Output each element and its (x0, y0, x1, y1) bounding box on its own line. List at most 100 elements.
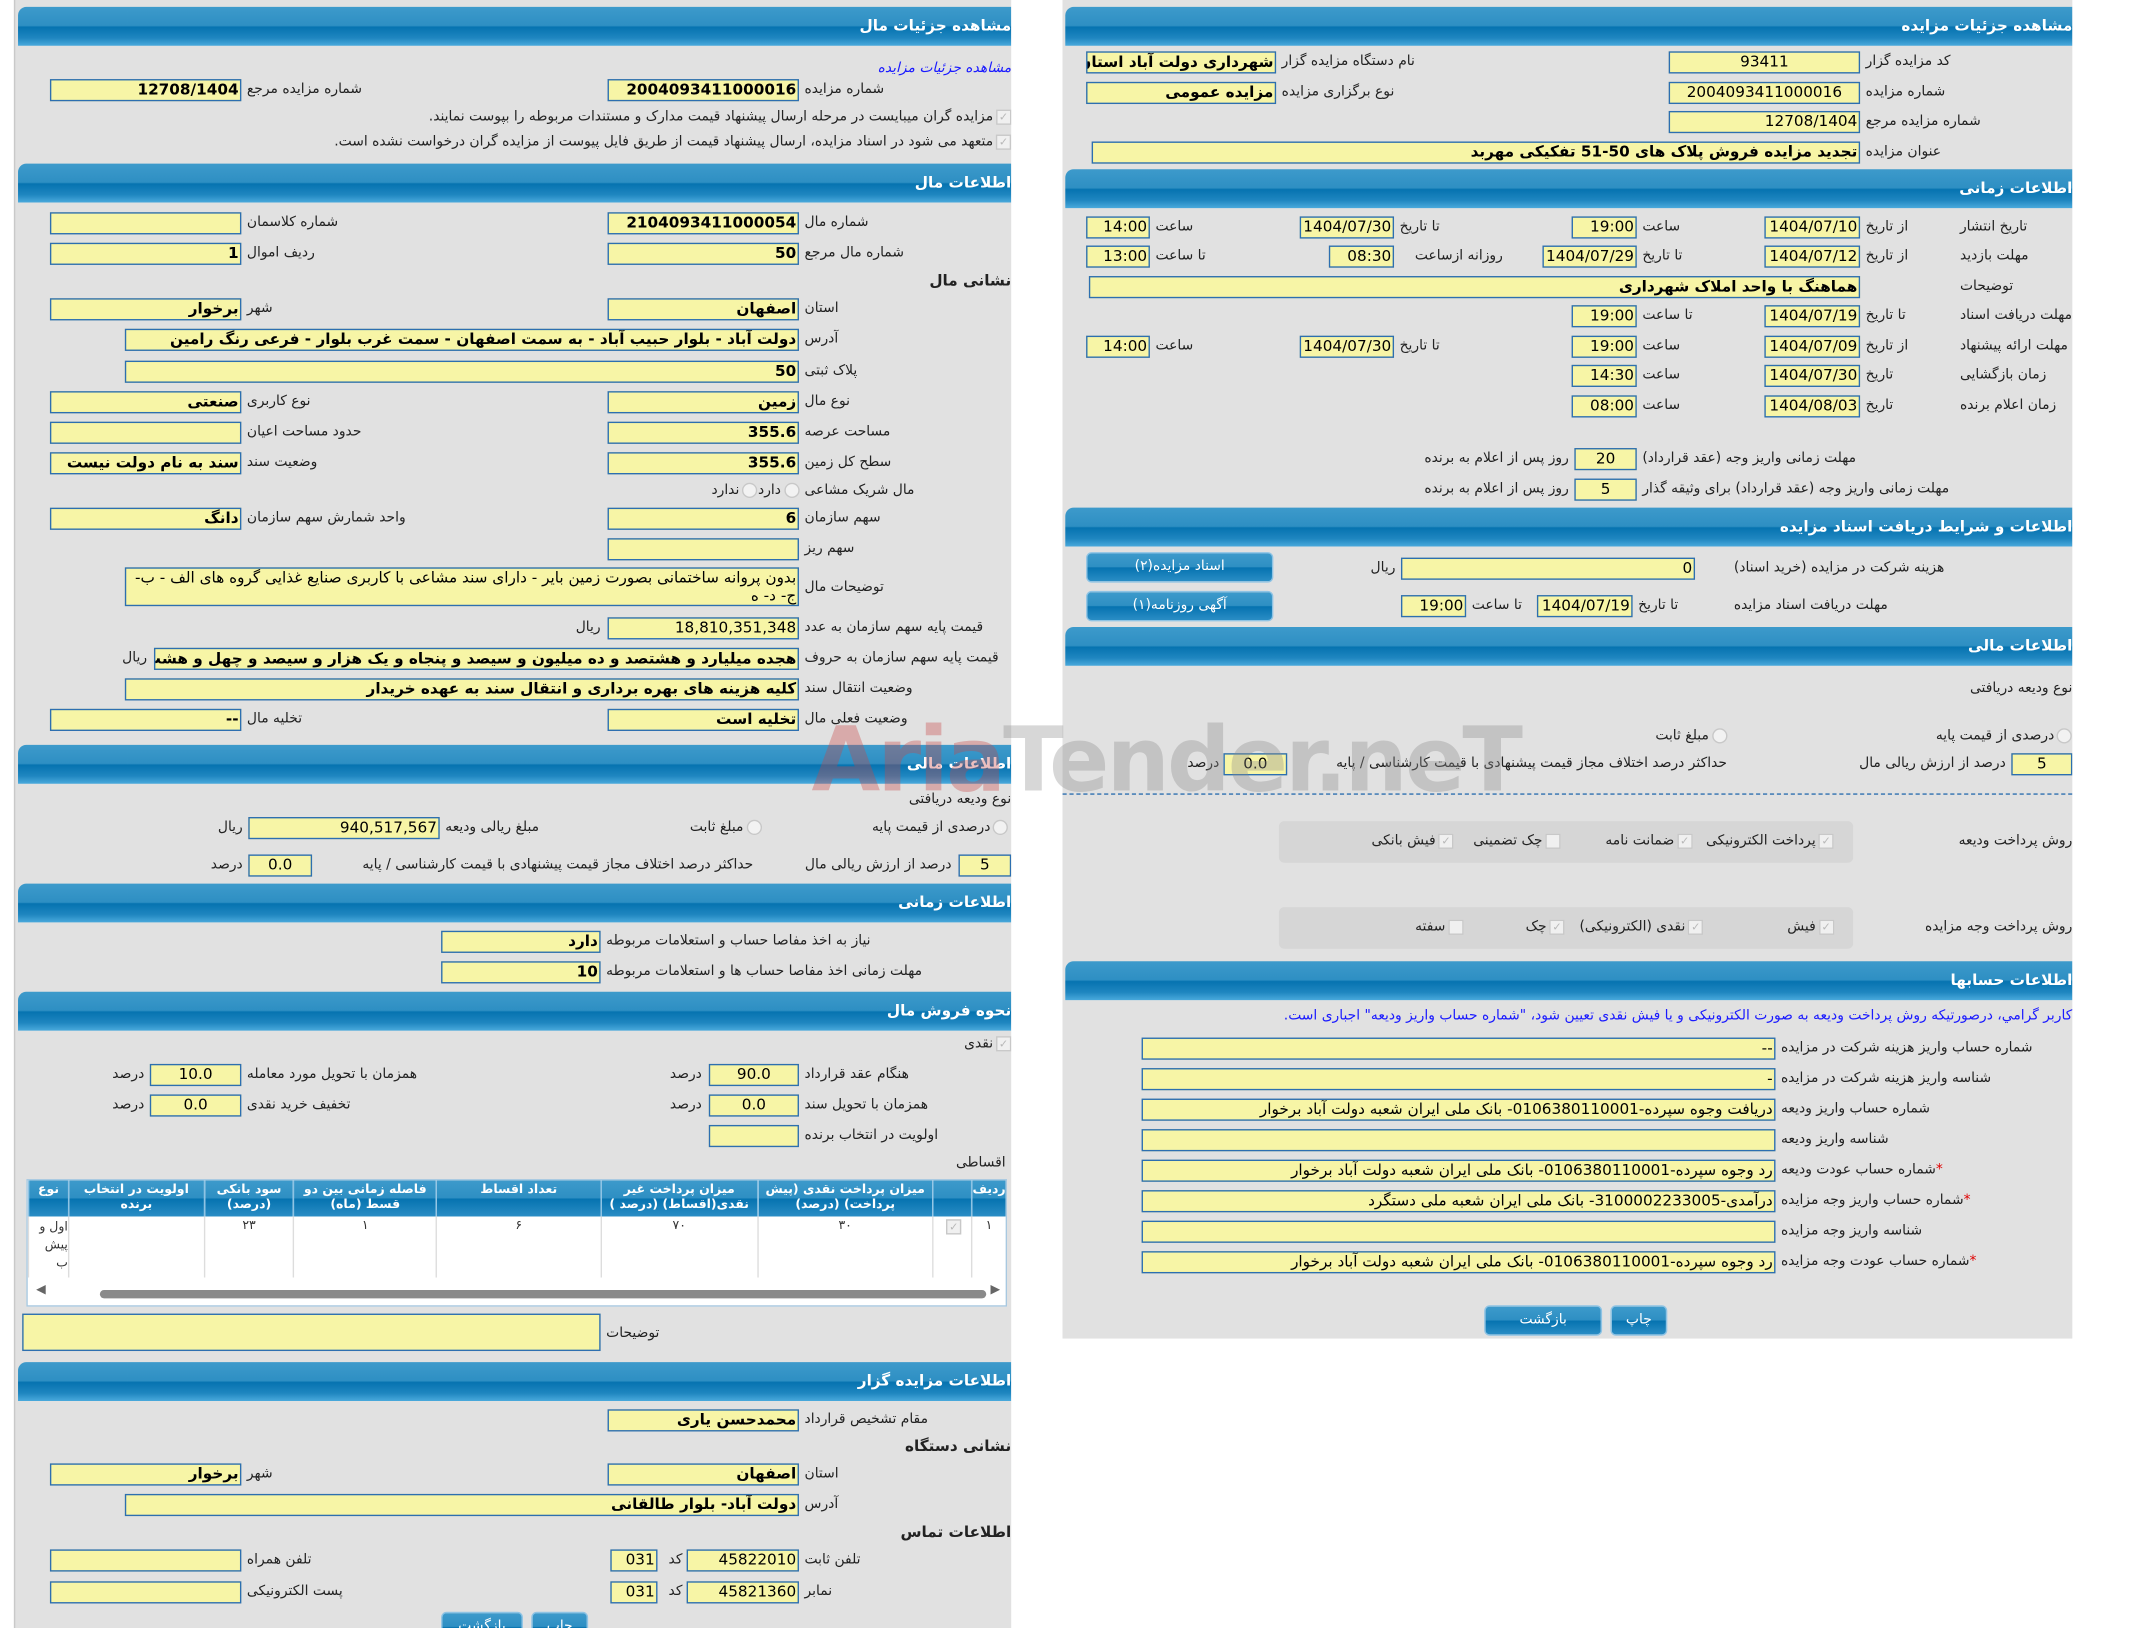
account-field[interactable]: -- (1141, 1037, 1776, 1060)
doc-deadline-date-field[interactable]: 1404/07/19 (1536, 595, 1633, 618)
visit-to-field[interactable]: 1404/07/29 (1542, 245, 1637, 268)
at-deed-field[interactable]: 0.0 (708, 1094, 799, 1117)
row-no-field[interactable]: 1 (49, 242, 242, 265)
auction-documents-button[interactable]: اسناد مزایده(۲) (1086, 552, 1274, 583)
back-button[interactable]: بازگشت (1484, 1305, 1603, 1336)
opening-date-field[interactable]: 1404/07/30 (1764, 364, 1861, 388)
auction-details-link[interactable]: مشاهده جزئیات مزایده (877, 61, 1012, 77)
asset-type-field[interactable]: زمین (607, 391, 799, 414)
ref-auction-no-field[interactable]: 12708/1404 (49, 79, 242, 102)
doc-deadline-time-field[interactable]: 19:00 (1400, 595, 1467, 618)
deposit-fixed-radio[interactable]: مبلغ ثابت (1655, 725, 1727, 747)
building-area-field[interactable] (49, 421, 242, 444)
payment-method-checkbox[interactable]: ✓چک (1526, 917, 1565, 939)
payment-method-checkbox[interactable]: ✓فیش (1787, 917, 1834, 939)
print-button[interactable]: چاپ (1610, 1305, 1668, 1336)
deposit-method-checkbox[interactable]: ✓فیش بانکی (1372, 831, 1454, 853)
account-field[interactable]: دریافت وجوه سپرده-0106380110001- بانک مل… (1141, 1098, 1776, 1121)
radio-icon[interactable] (2057, 727, 2073, 743)
radio-icon[interactable] (742, 482, 758, 498)
clearance-needed-field[interactable]: دارد (441, 930, 601, 953)
total-land-area-field[interactable]: 355.6 (607, 452, 799, 475)
deed-status-field[interactable]: سند به نام دولت نیست (49, 452, 242, 475)
cash-checkbox[interactable]: ✓نقدی (964, 1033, 1012, 1055)
clearance-deadline-field[interactable]: 10 (441, 961, 601, 984)
checkbox-checked-icon[interactable]: ✓ (1688, 918, 1704, 935)
fax-code-field[interactable]: 031 (610, 1581, 658, 1604)
partner-no-radio[interactable]: ندارد (711, 480, 758, 502)
account-field[interactable]: رد وجوه سپرده-0106380110001- بانک ملی ای… (1141, 1159, 1776, 1182)
auctioneer-province-field[interactable]: اصفهان (607, 1463, 799, 1486)
province-field[interactable]: اصفهان (607, 298, 799, 321)
visit-daily-from-field[interactable]: 08:30 (1328, 245, 1395, 268)
offer-from-field[interactable]: 1404/07/09 (1764, 335, 1861, 358)
base-price-words-field[interactable]: هجده میلیارد و هشتصد و ده میلیون و سیصد … (153, 647, 799, 670)
offer-from-time-field[interactable]: 19:00 (1571, 335, 1637, 358)
winner-date-field[interactable]: 1404/08/03 (1764, 395, 1861, 418)
offer-to-time-field[interactable]: 14:00 (1086, 335, 1150, 358)
deposit-amount-field[interactable]: 940,517,567 (248, 817, 440, 840)
evacuation-field[interactable]: -- (49, 708, 242, 732)
publish-from-field[interactable]: 1404/07/10 (1764, 216, 1861, 239)
opening-time-field[interactable]: 14:30 (1571, 364, 1637, 388)
deed-transfer-field[interactable]: کلیه هزینه های بهره برداری و انتقال سند … (124, 678, 799, 701)
land-area-field[interactable]: 355.6 (607, 421, 799, 444)
max-diff-field[interactable]: 0.0 (248, 854, 313, 877)
city-field[interactable]: برخوار (49, 298, 242, 321)
auctioneer-org-field[interactable]: شهرداری دولت آباد استان ا (1086, 51, 1277, 74)
payment-method-checkbox[interactable]: سفته (1415, 917, 1464, 939)
horizontal-scrollbar[interactable]: ◀ ▶ (33, 1283, 1000, 1301)
auction-type-field[interactable]: مزایده عمومی (1086, 81, 1277, 105)
base-price-field[interactable]: 18,810,351,348 (607, 617, 799, 640)
auction-no-field[interactable]: 2004093411000016 (1668, 81, 1861, 105)
pay-days-field[interactable]: 20 (1574, 448, 1637, 471)
checkbox-checked-icon[interactable]: ✓ (995, 133, 1012, 150)
class-no-field[interactable] (49, 212, 242, 235)
doc-fee-field[interactable]: 0 (1400, 557, 1696, 580)
publish-from-time-field[interactable]: 19:00 (1571, 216, 1637, 239)
commitment-checkbox[interactable]: ✓متعهد می شود در اسناد مزایده، ارسال پیش… (334, 132, 1012, 154)
attachment-required-checkbox[interactable]: ✓مزایده گران میبایست در مرحله ارسال پیشن… (429, 107, 1012, 129)
deposit-percent-field[interactable]: 5 (2011, 753, 2073, 776)
deposit-method-checkbox[interactable]: ✓ضمانت نامه (1605, 831, 1693, 853)
scrollbar-thumb[interactable] (99, 1290, 987, 1299)
offer-to-field[interactable]: 1404/07/30 (1299, 335, 1395, 358)
auctioneer-code-field[interactable]: 93411 (1668, 51, 1861, 74)
visit-from-field[interactable]: 1404/07/12 (1764, 245, 1861, 268)
checkbox-icon[interactable]: ✓ (946, 1219, 962, 1235)
row-select-cell[interactable]: ✓ (932, 1216, 971, 1278)
checkbox-checked-icon[interactable]: ✓ (1438, 832, 1454, 849)
asset-no-field[interactable]: 2104093411000054 (607, 212, 799, 235)
radio-icon[interactable] (783, 482, 799, 498)
address-field[interactable]: دولت آباد - بلوار حبیب آباد - به سمت اصف… (124, 328, 799, 351)
checkbox-icon[interactable] (1545, 832, 1561, 849)
time-desc-field[interactable]: هماهنگ با واحد املاک شهرداری (1088, 276, 1861, 299)
phone-code-field[interactable]: 031 (610, 1549, 658, 1572)
small-share-field[interactable] (607, 538, 799, 561)
back-button[interactable]: بازگشت (441, 1611, 523, 1628)
newspaper-ad-button[interactable]: آگهی روزنامه(۱) (1086, 590, 1274, 622)
usage-type-field[interactable]: صنعتی (49, 391, 242, 414)
account-field[interactable] (1141, 1220, 1776, 1243)
checkbox-checked-icon[interactable]: ✓ (1677, 832, 1693, 849)
contract-authority-field[interactable]: محمدحسن یاری (607, 1409, 799, 1432)
publish-to-field[interactable]: 1404/07/30 (1299, 216, 1395, 239)
at-delivery-field[interactable]: 10.0 (149, 1063, 242, 1087)
fax-field[interactable]: 45821360 (686, 1581, 799, 1604)
asset-ref-no-field[interactable]: 50 (607, 242, 799, 265)
deposit-percent-field[interactable]: 5 (958, 854, 1012, 877)
partner-yes-radio[interactable]: دارد (758, 480, 799, 502)
account-field[interactable]: رد وجوه سپرده-0106380110001- بانک ملی ای… (1141, 1251, 1776, 1274)
auctioneer-city-field[interactable]: برخوار (49, 1463, 242, 1486)
sales-notes-field[interactable] (22, 1313, 601, 1352)
radio-icon[interactable] (1711, 727, 1727, 743)
checkbox-checked-icon[interactable]: ✓ (1549, 918, 1565, 935)
email-field[interactable] (49, 1581, 242, 1604)
checkbox-icon[interactable] (1448, 918, 1464, 935)
deposit-method-checkbox[interactable]: ✓پرداخت الکترونیکی (1706, 831, 1834, 853)
at-contract-field[interactable]: 90.0 (708, 1063, 799, 1087)
auction-subject-field[interactable]: تجدید مزایده فروش پلاک های 50-51 تفکیکی … (1091, 141, 1861, 164)
deposit-percent-radio[interactable]: درصدی از قیمت پایه (872, 817, 1009, 839)
registration-plate-field[interactable]: 50 (124, 360, 799, 383)
docs-to-field[interactable]: 1404/07/19 (1764, 305, 1861, 328)
